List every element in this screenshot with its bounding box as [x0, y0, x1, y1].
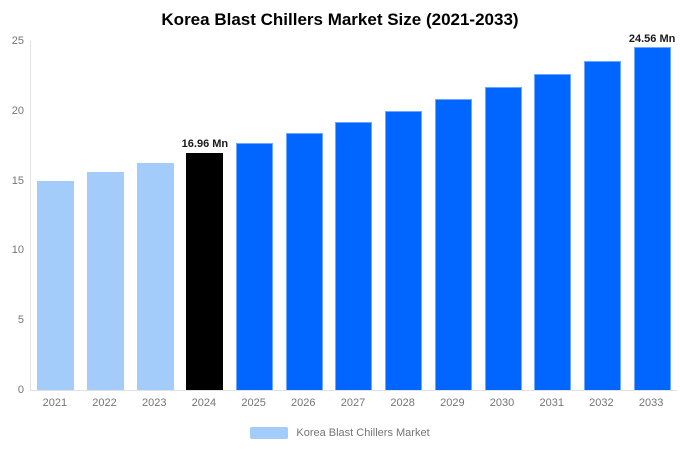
y-axis: 0 5 10 15 20 25	[0, 35, 26, 396]
bar-slot	[478, 41, 528, 390]
x-tick-label: 2021	[42, 397, 68, 409]
legend: Korea Blast Chillers Market	[0, 427, 680, 439]
y-tick-label: 0	[17, 384, 24, 396]
bar-2028	[385, 110, 423, 390]
bar-2032	[583, 60, 621, 390]
x-tick-label: 2029	[440, 397, 465, 409]
x-tick-label: 2026	[291, 397, 316, 409]
bar-2029	[434, 99, 472, 390]
bar-2031	[534, 74, 572, 390]
bar-2025	[236, 143, 274, 390]
y-tick-label: 10	[11, 244, 24, 257]
x-tick-label: 2025	[241, 397, 266, 409]
bar-slot: 16.96 Mn	[180, 41, 230, 390]
y-tick-label: 25	[11, 35, 24, 47]
x-tick-label: 2024	[191, 397, 217, 409]
bar-slot	[230, 41, 280, 390]
y-tick-label: 20	[11, 104, 24, 117]
bar-2021	[37, 180, 75, 390]
bar-2022	[87, 171, 125, 390]
x-tick-label: 2022	[92, 397, 117, 409]
x-tick-label: 2023	[141, 397, 167, 409]
bar-slot	[81, 41, 131, 390]
bar-2033: 24.56 Mn	[629, 33, 675, 390]
legend-swatch-icon	[250, 427, 289, 439]
bar-2027	[335, 122, 373, 390]
bar-slot	[528, 41, 578, 390]
chart-title: Korea Blast Chillers Market Size (2021-2…	[161, 10, 519, 29]
bar-2030	[484, 86, 522, 390]
bar-slot	[31, 41, 81, 390]
bar-slot	[130, 41, 180, 390]
bar-slot	[279, 41, 329, 390]
bar-slot: 24.56 Mn	[627, 33, 677, 390]
bar-slot	[329, 41, 379, 390]
plot-area: 16.96 Mn 24.56 Mn	[30, 33, 677, 391]
x-tick-label: 2027	[340, 397, 366, 409]
x-tick-label: 2030	[489, 397, 515, 409]
y-tick-label: 15	[11, 174, 24, 187]
x-axis: 2021 2022 2023 2024 2025 2026 2027 2028 2029 2030…	[30, 397, 676, 409]
bar-2023	[136, 162, 174, 390]
bar-2024: 16.96 Mn	[182, 138, 228, 390]
y-tick-label: 5	[17, 314, 24, 327]
bar-value-label: 16.96 Mn	[181, 138, 229, 151]
bar-slot	[429, 41, 479, 390]
x-tick-label: 2033	[638, 397, 664, 409]
x-tick-label: 2028	[390, 397, 415, 409]
legend-label: Korea Blast Chillers Market	[296, 427, 430, 439]
bar-value-label: 24.56 Mn	[628, 33, 676, 46]
bars-container: 16.96 Mn 24.56 Mn	[31, 33, 677, 390]
bar-slot	[578, 41, 628, 390]
x-tick-label: 2031	[539, 397, 564, 409]
bar-2026	[285, 132, 323, 390]
x-tick-label: 2032	[589, 397, 614, 409]
bar-slot	[379, 41, 429, 390]
